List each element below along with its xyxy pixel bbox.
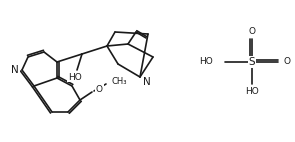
Text: O: O: [96, 84, 103, 93]
Text: HO: HO: [68, 73, 82, 82]
Text: CH₃: CH₃: [112, 78, 127, 86]
Text: HO: HO: [199, 58, 213, 66]
Text: N: N: [143, 77, 151, 87]
Text: O: O: [284, 58, 291, 66]
Text: O: O: [248, 28, 255, 36]
Text: HO: HO: [245, 87, 259, 97]
Text: N: N: [11, 65, 19, 75]
Text: S: S: [249, 57, 255, 67]
